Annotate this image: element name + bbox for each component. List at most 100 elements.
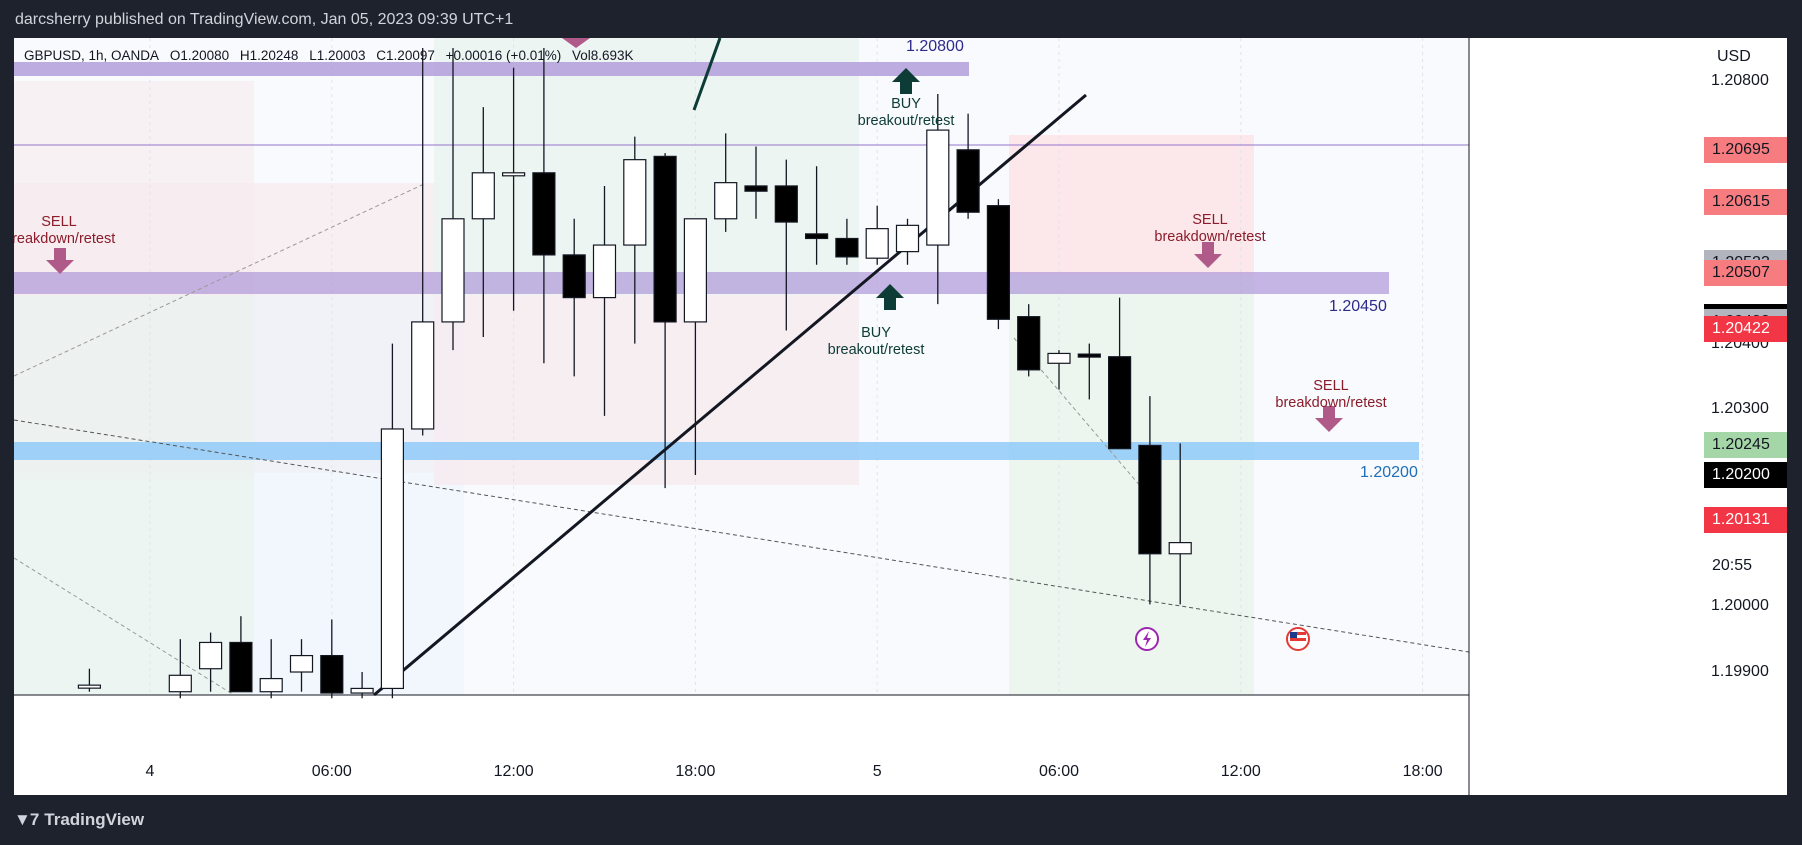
candle-body-15 <box>592 244 617 299</box>
sell-left-line1: SELL <box>41 214 77 230</box>
x-tick-5: 06:00 <box>1038 763 1080 780</box>
sell-right-line1: SELL <box>1192 212 1228 228</box>
currency-label: USD <box>1717 48 1751 65</box>
candle-body-26 <box>926 129 950 246</box>
candle-body-31 <box>1077 353 1101 358</box>
candle-20 <box>744 146 768 219</box>
price-chart[interactable] <box>14 38 1787 795</box>
candle-16 <box>623 136 647 344</box>
y-tick-2: 1.20300 <box>1711 400 1769 418</box>
candle-body-25 <box>895 224 920 253</box>
buy-mid-line2: breakout/retest <box>827 342 925 358</box>
candle-3 <box>229 616 253 693</box>
candle-body-0 <box>77 684 102 689</box>
candle-17 <box>653 153 677 489</box>
arrow-down-sell-right <box>1194 242 1222 268</box>
sell-far-line2: breakdown/retest <box>1275 395 1387 411</box>
tradingview-mark-icon: ▼7 <box>14 810 39 829</box>
sell-far-line1: SELL <box>1313 378 1349 394</box>
level-label-top: 1.20800 <box>906 38 964 55</box>
candle-25 <box>895 218 920 265</box>
candle-29 <box>1017 304 1041 377</box>
tradingview-logo[interactable]: ▼7 TradingView <box>14 810 144 830</box>
arrow-down-sell-far <box>1315 406 1343 432</box>
candle-22 <box>804 166 829 265</box>
arrow-up-buy-top <box>892 68 920 94</box>
x-tick-0: 4 <box>145 763 155 780</box>
buy-label-mid: BUY breakout/retest <box>814 325 938 359</box>
candle-32 <box>1107 297 1132 450</box>
y-tick-3: 1.20000 <box>1711 597 1769 615</box>
candle-21 <box>774 159 798 331</box>
sell-right-line2: breakdown/retest <box>1154 229 1266 245</box>
candle-body-5 <box>289 654 314 673</box>
candle-body-1 <box>168 674 192 693</box>
zone-green-top <box>434 38 859 295</box>
candle-body-23 <box>835 237 859 258</box>
dashed-trend-upper <box>14 183 425 377</box>
candle-11 <box>471 107 495 338</box>
zones <box>14 38 1469 695</box>
buy-top-line2: breakout/retest <box>857 113 955 129</box>
level-label-mid: 1.20450 <box>1329 298 1387 315</box>
buy-top-line1: BUY <box>891 96 921 112</box>
candle-body-17 <box>653 155 677 323</box>
candle-body-20 <box>744 185 768 192</box>
candle-31 <box>1077 343 1101 400</box>
lightning-bolt-icon <box>1143 631 1151 647</box>
candle-body-13 <box>532 172 556 256</box>
candles <box>77 48 1192 699</box>
candle-27 <box>956 113 980 219</box>
candle-body-10 <box>441 218 465 323</box>
candle-body-18 <box>683 218 708 323</box>
candle-19 <box>714 133 738 232</box>
candle-body-16 <box>623 159 647 246</box>
candle-body-4 <box>259 677 283 693</box>
candle-1 <box>168 639 192 699</box>
price-tag-8: 1.20422 <box>1704 316 1787 343</box>
candle-body-27 <box>956 149 980 213</box>
grid <box>149 38 1424 695</box>
candle-body-8 <box>380 428 404 690</box>
candle-body-12 <box>502 172 526 177</box>
price-tag-12: 20:55 <box>1704 552 1787 579</box>
legend-volume: Vol8.693K <box>571 48 634 63</box>
candle-body-24 <box>865 228 889 259</box>
price-tag-9: 1.20245 <box>1704 432 1787 459</box>
publisher-header: darcsherry published on TradingView.com,… <box>0 0 1802 38</box>
trendline-top <box>692 38 722 111</box>
event-icons[interactable] <box>1135 627 1310 651</box>
candle-26 <box>926 93 950 305</box>
candle-body-32 <box>1107 356 1132 450</box>
chart-area[interactable]: GBPUSD, 1h, OANDA O1.20080 H1.20248 L1.2… <box>14 38 1787 795</box>
legend-low: L1.20003 <box>309 48 366 63</box>
candle-body-33 <box>1138 444 1162 555</box>
candle-0 <box>77 668 102 692</box>
x-tick-7: 18:00 <box>1402 763 1443 780</box>
dashed-trend-left <box>14 557 235 696</box>
candle-10 <box>441 48 465 351</box>
candle-body-28 <box>986 205 1011 320</box>
candle-15 <box>592 185 617 416</box>
legend-symbol: GBPUSD, 1h, OANDA <box>24 48 160 63</box>
arrow-up-buy-mid <box>876 284 904 310</box>
candle-13 <box>532 48 556 364</box>
candle-9 <box>411 48 435 436</box>
candle-2 <box>199 632 223 692</box>
candle-28 <box>986 199 1011 330</box>
candle-body-2 <box>199 641 223 670</box>
price-tag-3: 1.20507 <box>1704 260 1787 287</box>
candle-12 <box>502 67 526 311</box>
candle-6 <box>320 619 344 699</box>
arrow-down-top <box>562 38 590 48</box>
candle-30 <box>1047 350 1071 390</box>
candle-body-14 <box>562 254 586 299</box>
publisher-line: darcsherry published on TradingView.com,… <box>15 11 514 28</box>
y-tick-4: 1.19900 <box>1711 663 1769 680</box>
y-tick-0: 1.20800 <box>1711 71 1769 89</box>
candle-14 <box>562 218 586 377</box>
candle-body-34 <box>1168 542 1192 555</box>
legend-high: H1.20248 <box>239 48 299 63</box>
candle-body-7 <box>350 687 374 694</box>
candle-body-30 <box>1047 352 1071 364</box>
